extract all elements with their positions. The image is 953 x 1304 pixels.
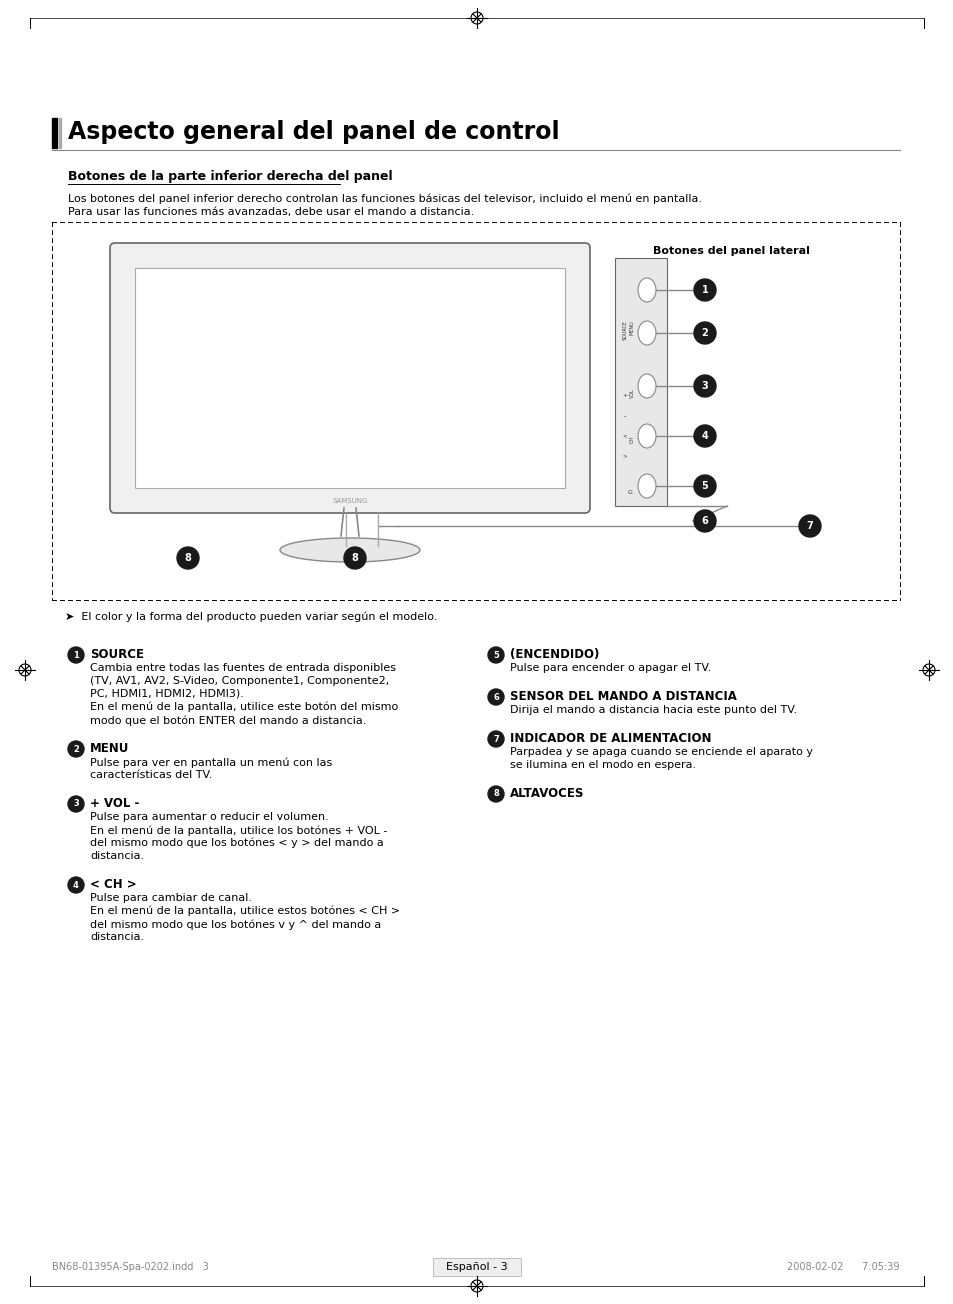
Circle shape	[68, 878, 84, 893]
Text: CH: CH	[629, 436, 634, 443]
Text: del mismo modo que los botónes < y > del mando a: del mismo modo que los botónes < y > del…	[90, 838, 383, 849]
Text: Para usar las funciones más avanzadas, debe usar el mando a distancia.: Para usar las funciones más avanzadas, d…	[68, 207, 474, 216]
Text: 8: 8	[184, 553, 192, 563]
Circle shape	[488, 647, 503, 662]
Bar	[433, 1258, 520, 1277]
Text: Pulse para aumentar o reducir el volumen.: Pulse para aumentar o reducir el volumen…	[90, 812, 329, 822]
Circle shape	[488, 689, 503, 705]
Text: 4: 4	[700, 432, 708, 441]
Bar	[52, 117, 57, 147]
Circle shape	[693, 475, 716, 497]
Text: 8: 8	[352, 553, 358, 563]
Text: 1: 1	[73, 651, 79, 660]
Text: + VOL -: + VOL -	[90, 797, 139, 810]
Circle shape	[693, 510, 716, 532]
Text: <: <	[622, 433, 627, 438]
Text: 3: 3	[73, 799, 79, 808]
Text: En el menú de la pantalla, utilice este botón del mismo: En el menú de la pantalla, utilice este …	[90, 702, 397, 712]
Text: INDICADOR DE ALIMENTACION: INDICADOR DE ALIMENTACION	[510, 732, 711, 745]
Bar	[615, 258, 666, 506]
Text: distancia.: distancia.	[90, 852, 144, 861]
Text: modo que el botón ENTER del mando a distancia.: modo que el botón ENTER del mando a dist…	[90, 715, 366, 725]
Text: 7: 7	[493, 734, 498, 743]
Text: (TV, AV1, AV2, S-Video, Componente1, Componente2,: (TV, AV1, AV2, S-Video, Componente1, Com…	[90, 675, 389, 686]
Text: SOURCE: SOURCE	[622, 319, 627, 340]
Ellipse shape	[280, 539, 419, 562]
Text: Pulse para cambiar de canal.: Pulse para cambiar de canal.	[90, 893, 252, 902]
Circle shape	[177, 546, 199, 569]
Circle shape	[693, 376, 716, 396]
Text: 2: 2	[73, 745, 79, 754]
Text: distancia.: distancia.	[90, 932, 144, 941]
Text: >: >	[622, 452, 627, 458]
Circle shape	[344, 546, 366, 569]
Text: 5: 5	[700, 481, 708, 492]
Text: 2: 2	[700, 329, 708, 338]
Text: ➤  El color y la forma del producto pueden variar según el modelo.: ➤ El color y la forma del producto puede…	[65, 612, 436, 622]
Text: 1: 1	[700, 286, 708, 295]
Text: En el menú de la pantalla, utilice los botónes + VOL -: En el menú de la pantalla, utilice los b…	[90, 825, 387, 836]
Text: MENU: MENU	[629, 319, 634, 335]
Ellipse shape	[638, 424, 656, 449]
Ellipse shape	[638, 278, 656, 303]
Text: Dirija el mando a distancia hacia este punto del TV.: Dirija el mando a distancia hacia este p…	[510, 705, 797, 715]
Text: características del TV.: características del TV.	[90, 769, 213, 780]
Text: 4: 4	[73, 880, 79, 889]
FancyBboxPatch shape	[110, 243, 589, 512]
Bar	[135, 269, 564, 488]
Text: del mismo modo que los botónes v y ^ del mando a: del mismo modo que los botónes v y ^ del…	[90, 919, 381, 930]
Text: PC, HDMI1, HDMI2, HDMI3).: PC, HDMI1, HDMI2, HDMI3).	[90, 689, 244, 699]
Ellipse shape	[638, 321, 656, 346]
Text: 8: 8	[493, 789, 498, 798]
Circle shape	[693, 279, 716, 301]
Text: Botones de la parte inferior derecha del panel: Botones de la parte inferior derecha del…	[68, 170, 393, 183]
Circle shape	[693, 322, 716, 344]
Text: +: +	[621, 393, 627, 398]
Text: Botones del panel lateral: Botones del panel lateral	[652, 246, 808, 256]
Text: Los botones del panel inferior derecho controlan las funciones básicas del telev: Los botones del panel inferior derecho c…	[68, 193, 701, 203]
Text: Pulse para ver en pantalla un menú con las: Pulse para ver en pantalla un menú con l…	[90, 758, 332, 768]
Text: G: G	[627, 490, 632, 496]
Text: -: -	[623, 413, 625, 419]
Bar	[59, 117, 61, 147]
Text: < CH >: < CH >	[90, 878, 136, 891]
Circle shape	[488, 732, 503, 747]
Text: 6: 6	[493, 692, 498, 702]
Text: En el menú de la pantalla, utilice estos botónes < CH >: En el menú de la pantalla, utilice estos…	[90, 906, 399, 917]
Text: (ENCENDIDO): (ENCENDIDO)	[510, 648, 598, 661]
Text: ALTAVOCES: ALTAVOCES	[510, 788, 584, 799]
Ellipse shape	[638, 374, 656, 398]
Circle shape	[68, 795, 84, 812]
Text: Cambia entre todas las fuentes de entrada disponibles: Cambia entre todas las fuentes de entrad…	[90, 662, 395, 673]
Text: Español - 3: Español - 3	[446, 1262, 507, 1271]
Text: 2008-02-02      7:05:39: 2008-02-02 7:05:39	[786, 1262, 899, 1271]
Text: MENU: MENU	[90, 742, 130, 755]
Text: SOURCE: SOURCE	[90, 648, 144, 661]
Circle shape	[68, 741, 84, 758]
Text: SENSOR DEL MANDO A DISTANCIA: SENSOR DEL MANDO A DISTANCIA	[510, 690, 736, 703]
Text: SAMSUNG: SAMSUNG	[332, 498, 367, 505]
Text: Parpadea y se apaga cuando se enciende el aparato y: Parpadea y se apaga cuando se enciende e…	[510, 747, 812, 758]
Text: 5: 5	[493, 651, 498, 660]
Text: se ilumina en el modo en espera.: se ilumina en el modo en espera.	[510, 760, 696, 769]
Text: 6: 6	[700, 516, 708, 526]
Ellipse shape	[638, 473, 656, 498]
Text: 7: 7	[806, 522, 813, 531]
Text: VOL: VOL	[629, 389, 634, 398]
Circle shape	[488, 786, 503, 802]
Circle shape	[799, 515, 821, 537]
Text: BN68-01395A-Spa-0202.indd   3: BN68-01395A-Spa-0202.indd 3	[52, 1262, 209, 1271]
Text: Aspecto general del panel de control: Aspecto general del panel de control	[68, 120, 559, 143]
Text: Pulse para encender o apagar el TV.: Pulse para encender o apagar el TV.	[510, 662, 711, 673]
Circle shape	[693, 425, 716, 447]
Circle shape	[68, 647, 84, 662]
Text: 3: 3	[700, 381, 708, 391]
